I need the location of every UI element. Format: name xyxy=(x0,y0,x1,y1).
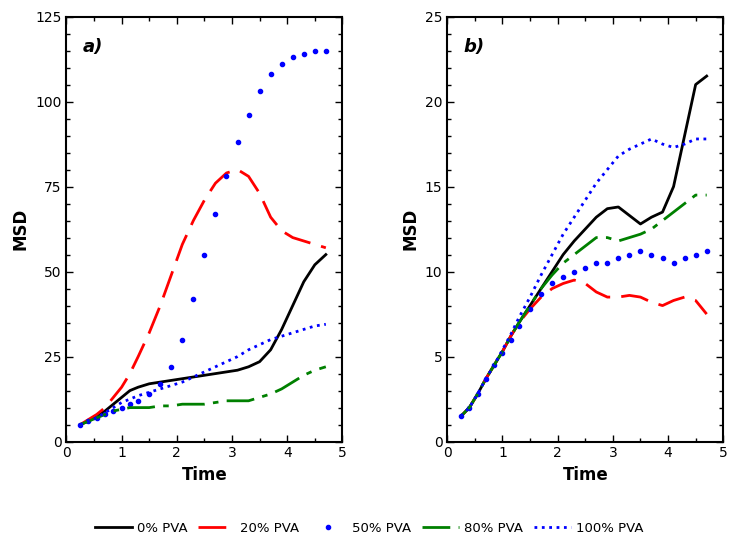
Text: b): b) xyxy=(463,38,485,56)
X-axis label: Time: Time xyxy=(182,466,227,484)
Y-axis label: MSD: MSD xyxy=(401,208,419,250)
X-axis label: Time: Time xyxy=(562,466,608,484)
Y-axis label: MSD: MSD xyxy=(12,208,30,250)
Text: a): a) xyxy=(83,38,103,56)
Legend: 0% PVA, 20% PVA, 50% PVA, 80% PVA, 100% PVA: 0% PVA, 20% PVA, 50% PVA, 80% PVA, 100% … xyxy=(89,516,649,540)
